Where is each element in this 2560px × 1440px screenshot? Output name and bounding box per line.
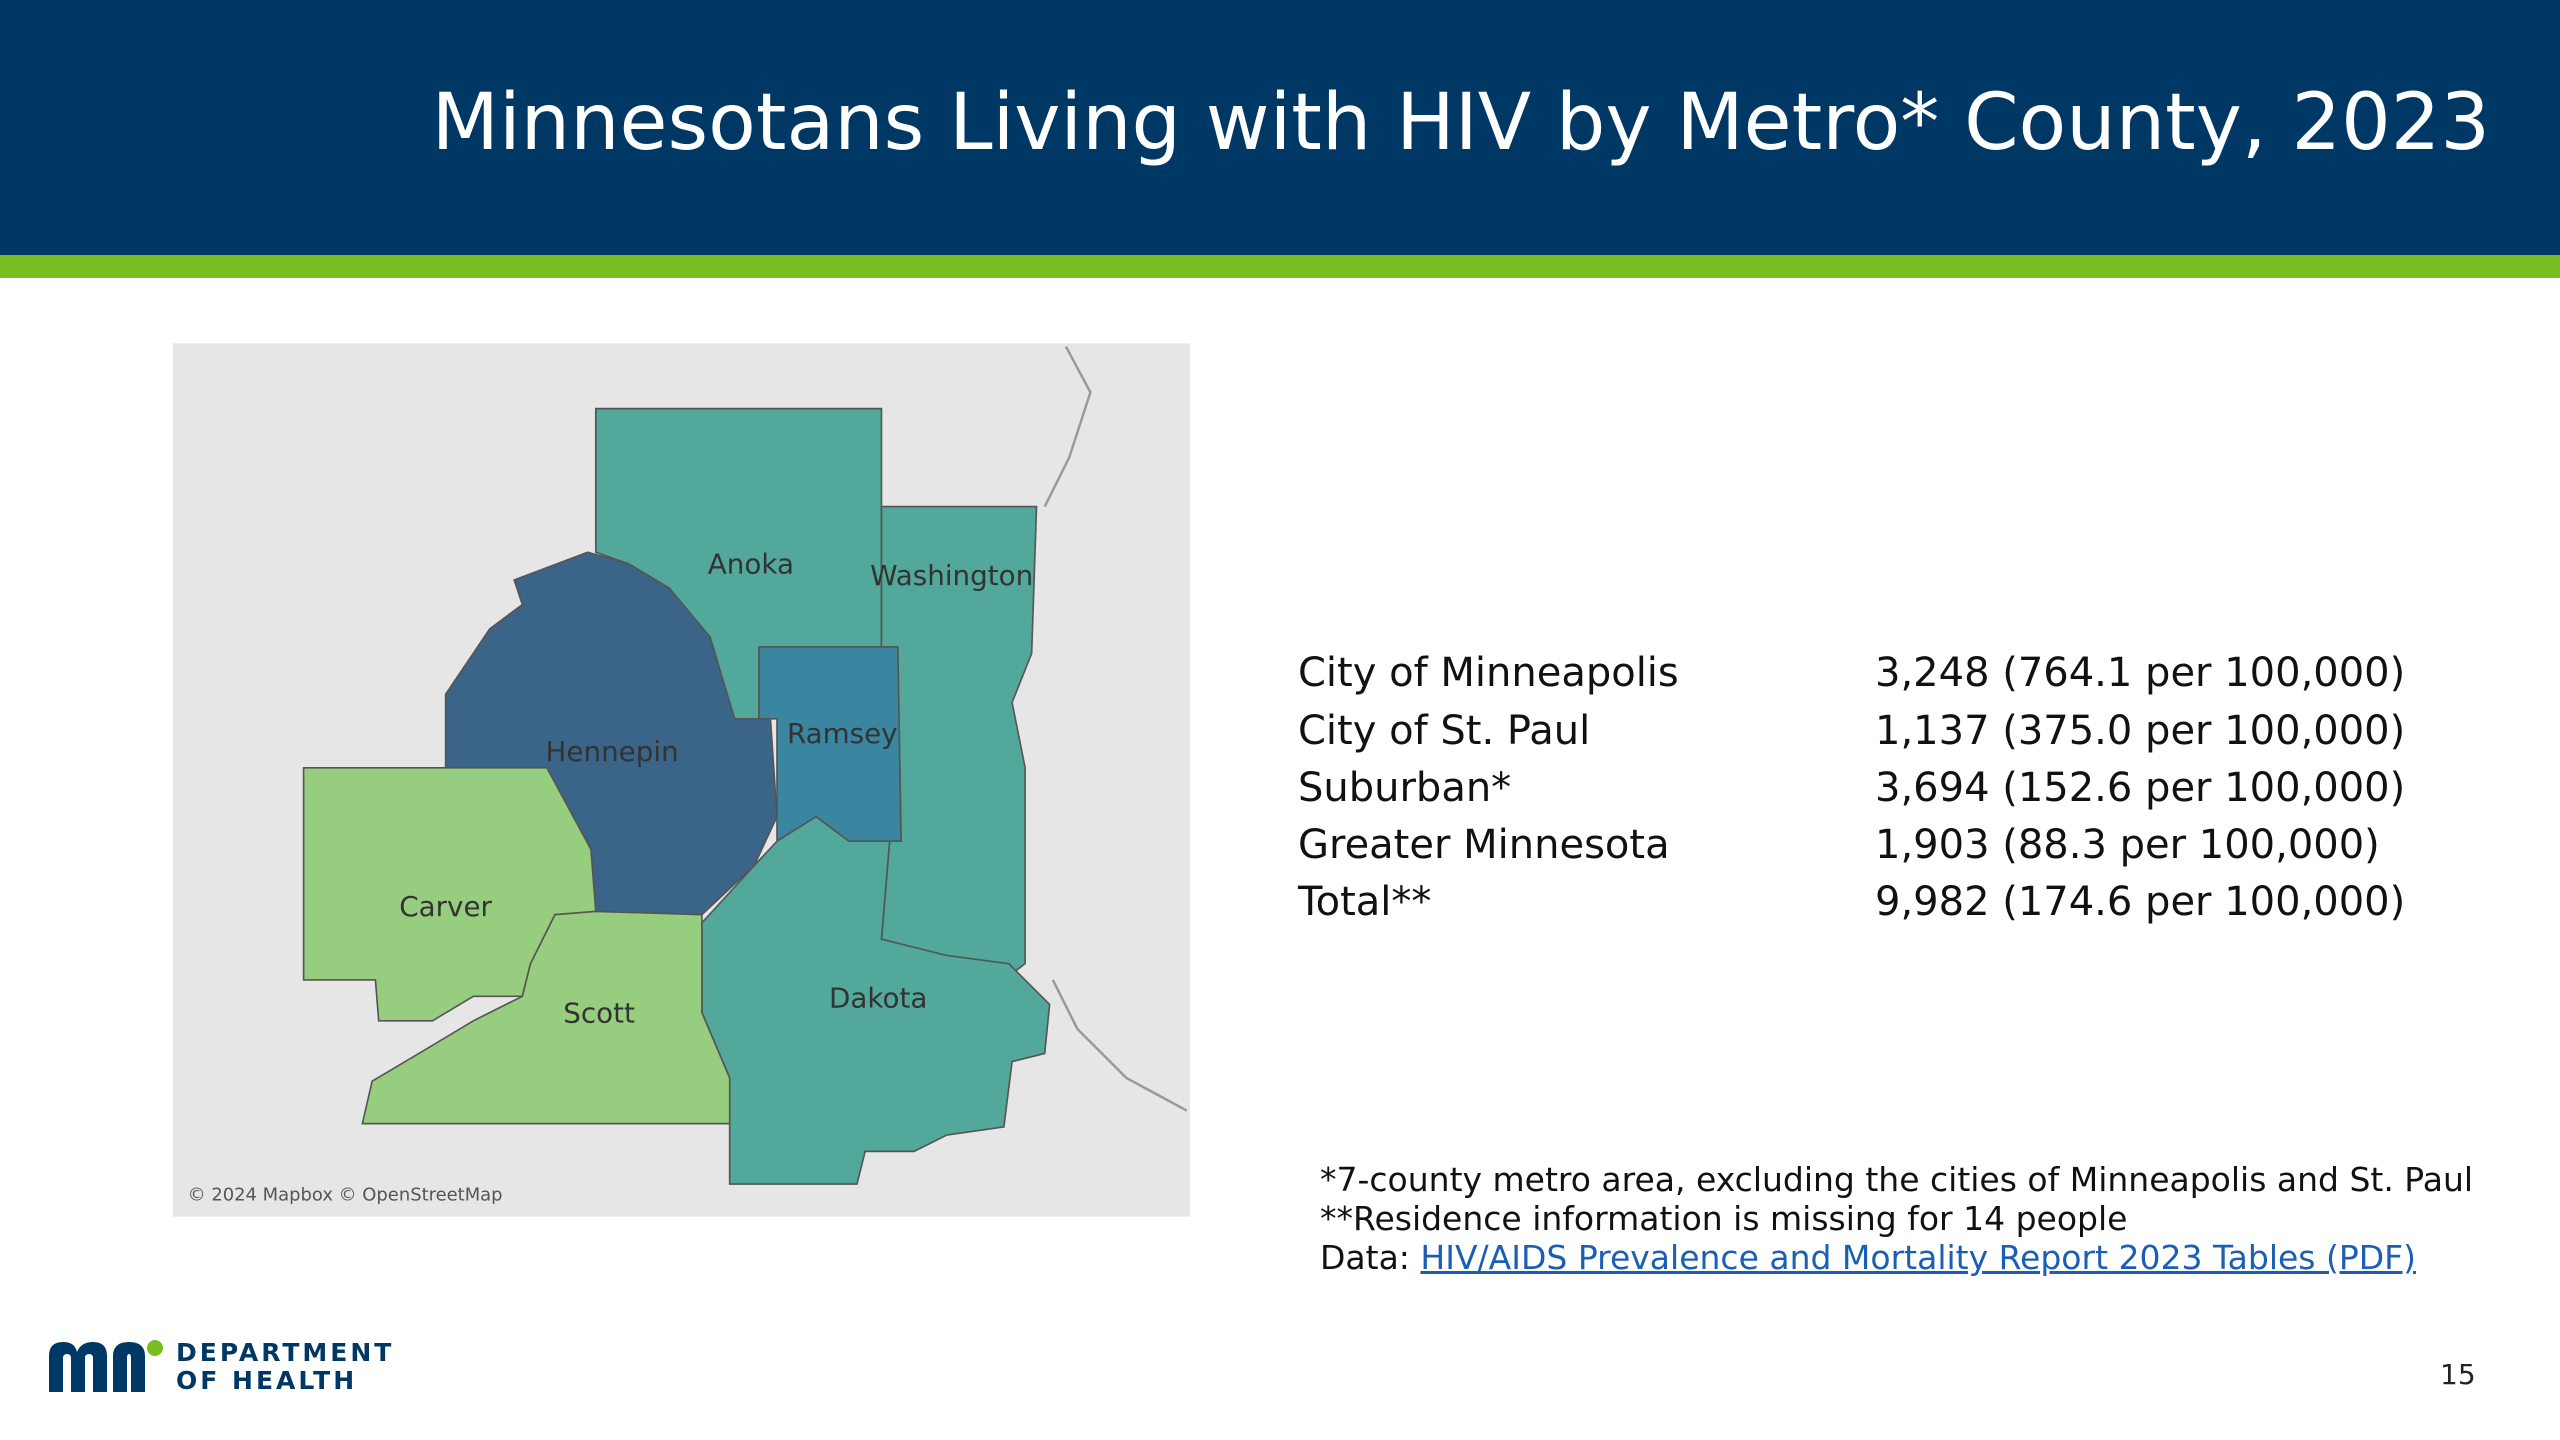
page-number: 15: [2440, 1358, 2476, 1391]
row-label: Suburban*: [1298, 765, 1512, 811]
report-link[interactable]: HIV/AIDS Prevalence and Mortality Report…: [1420, 1238, 2417, 1277]
row-label: Greater Minnesota: [1298, 822, 1670, 868]
accent-stripe: [0, 255, 2560, 278]
row-value: 1,137 (375.0 per 100,000): [1875, 708, 2406, 754]
logo-m: [49, 1342, 107, 1392]
county-label: Dakota: [829, 982, 927, 1015]
county-hennepin: [444, 551, 778, 916]
county-label: Washington: [870, 559, 1033, 592]
row-value: 1,903 (88.3 per 100,000): [1875, 822, 2380, 868]
county-map: Anoka Washington Hennepin Ramsey Carver …: [173, 343, 1190, 1217]
row-label: Total**: [1298, 879, 1432, 925]
logo-n: [113, 1342, 145, 1392]
header-band: [0, 0, 2560, 255]
county-label: Anoka: [708, 547, 794, 580]
logo-text: DEPARTMENT: [176, 1338, 395, 1367]
row-value: 3,248 (764.1 per 100,000): [1875, 650, 2406, 696]
footnote: **Residence information is missing for 1…: [1320, 1199, 2128, 1238]
footnote: *7-county metro area, excluding the citi…: [1320, 1160, 2474, 1199]
map-attribution: © 2024 Mapbox © OpenStreetMap: [188, 1184, 503, 1205]
data-prefix: Data:: [1320, 1238, 1410, 1277]
county-label: Carver: [399, 890, 492, 923]
row-value: 9,982 (174.6 per 100,000): [1875, 879, 2406, 925]
logo-dot: [147, 1340, 163, 1356]
slide-title: Minnesotans Living with HIV by Metro* Co…: [431, 78, 2490, 168]
logo-mark: [49, 1340, 163, 1392]
data-source: Data: HIV/AIDS Prevalence and Mortality …: [1320, 1238, 2416, 1277]
county-label: Hennepin: [546, 735, 679, 768]
river: [1043, 346, 1188, 1112]
county-label: Scott: [563, 996, 635, 1029]
row-label: City of St. Paul: [1298, 708, 1591, 754]
row-value: 3,694 (152.6 per 100,000): [1875, 765, 2406, 811]
county-label: Ramsey: [787, 717, 898, 750]
row-label: City of Minneapolis: [1298, 650, 1679, 696]
county-scott: [361, 910, 731, 1125]
logo-text: OF HEALTH: [176, 1366, 358, 1395]
